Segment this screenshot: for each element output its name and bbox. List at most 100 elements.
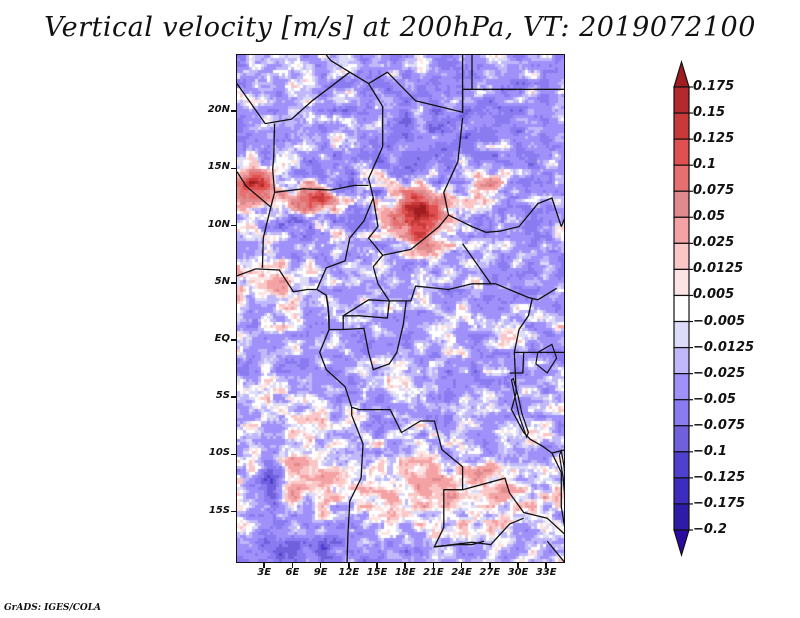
colorbar-min-arrow: [673, 529, 690, 558]
colorbar-label: 0.005: [693, 287, 735, 303]
colorbar-swatch: [673, 503, 690, 531]
colorbar-label: 0.125: [693, 131, 735, 147]
colorbar-label: 0.05: [693, 209, 726, 225]
x-tick-label: 33E: [535, 567, 557, 578]
x-tick-label: 6E: [285, 567, 300, 578]
x-tick: [489, 563, 491, 568]
y-tick-label: 15S: [208, 504, 230, 516]
lake-outline: [535, 343, 558, 374]
border-line: [546, 540, 564, 562]
x-tick: [404, 563, 406, 568]
border-line: [237, 268, 364, 562]
x-tick-label: 15E: [366, 567, 388, 578]
border-line: [342, 283, 557, 317]
y-tick-label: 10N: [207, 218, 230, 230]
x-tick: [376, 563, 378, 568]
border-line: [560, 218, 564, 227]
colorbar-label: −0.075: [693, 417, 746, 433]
x-tick-label: 18E: [394, 567, 416, 578]
x-tick-label: 24E: [451, 567, 472, 578]
country-borders: [237, 55, 564, 562]
colorbar-label: 0.075: [693, 183, 735, 199]
y-tick-label: 20N: [207, 104, 230, 116]
colorbar-swatch: [673, 320, 690, 349]
y-tick: [231, 396, 236, 398]
colorbar-swatch: [673, 138, 690, 166]
x-tick: [432, 563, 435, 568]
y-tick: [231, 510, 236, 513]
colorbar-label: −0.1: [693, 443, 727, 459]
chart-title: Vertical velocity [m/s] at 200hPa, VT: 2…: [44, 12, 756, 43]
colorbar-swatch: [673, 425, 690, 453]
x-tick: [545, 563, 547, 568]
lake-outline: [510, 377, 530, 439]
border-line: [325, 55, 351, 73]
x-tick-label: 27E: [479, 567, 501, 578]
colorbar-swatch: [673, 477, 690, 505]
x-tick-label: 3E: [257, 567, 272, 578]
x-tick: [460, 563, 463, 568]
x-tick: [319, 563, 322, 568]
border-line: [261, 206, 272, 268]
border-line: [461, 88, 564, 113]
lake-outline: [558, 448, 564, 496]
x-tick-label: 12E: [338, 567, 360, 578]
border-line: [237, 71, 369, 125]
border-line: [462, 477, 564, 535]
colorbar-label: 0.175: [693, 79, 735, 94]
border-line: [272, 123, 276, 193]
border-line: [316, 197, 374, 290]
border-line: [513, 298, 533, 353]
border-line: [462, 243, 492, 285]
y-tick-label: 15N: [207, 161, 230, 173]
colorbar-label: −0.005: [693, 313, 746, 329]
grads-credit: GrADS: IGES/COLA: [4, 603, 102, 613]
y-tick-label: 10S: [208, 447, 230, 459]
colorbar-label: 0.0125: [693, 261, 744, 277]
colorbar-swatch: [673, 242, 690, 271]
x-tick: [517, 563, 519, 568]
vertical-velocity-field: [237, 55, 564, 562]
y-tick: [231, 224, 236, 227]
colorbar-swatch: [673, 112, 690, 140]
map-plot-area: [236, 54, 565, 563]
border-line: [510, 352, 564, 528]
border-line: [551, 449, 564, 454]
y-tick: [231, 339, 236, 341]
colorbar-swatch: [673, 86, 690, 114]
border-line: [448, 197, 562, 233]
colorbar-label: −0.0125: [693, 339, 755, 355]
border-line: [367, 83, 464, 256]
colorbar-swatch: [673, 399, 690, 427]
x-tick-label: 21E: [423, 567, 444, 578]
border-line: [434, 517, 524, 548]
x-tick: [348, 563, 350, 568]
y-tick: [231, 282, 236, 284]
colorbar-swatch: [673, 346, 690, 375]
colorbar-swatch: [673, 216, 690, 244]
y-tick: [231, 167, 236, 170]
colorbar-label: −0.2: [693, 522, 727, 537]
colorbar-label: 0.15: [693, 105, 726, 121]
colorbar-swatch: [673, 164, 690, 192]
colorbar-label: 0.1: [693, 157, 717, 173]
colorbar-label: −0.025: [693, 365, 746, 381]
x-tick-label: 9E: [313, 567, 328, 578]
border-line: [237, 171, 369, 209]
colorbar-swatch: [673, 190, 690, 218]
border-line: [509, 352, 525, 374]
colorbar-label: −0.125: [693, 469, 746, 485]
colorbar-label: −0.05: [693, 391, 736, 407]
y-tick: [231, 110, 236, 112]
colorbar-swatch: [673, 451, 690, 479]
colorbar-label: −0.175: [693, 495, 746, 511]
x-tick: [263, 563, 265, 568]
y-tick-label: 5N: [214, 275, 230, 287]
y-tick-label: EQ: [214, 332, 230, 344]
y-tick: [231, 453, 236, 456]
x-tick-label: 30E: [507, 567, 529, 578]
y-tick-label: 5S: [215, 390, 230, 402]
border-line: [343, 300, 407, 371]
colorbar-swatch: [673, 373, 690, 401]
